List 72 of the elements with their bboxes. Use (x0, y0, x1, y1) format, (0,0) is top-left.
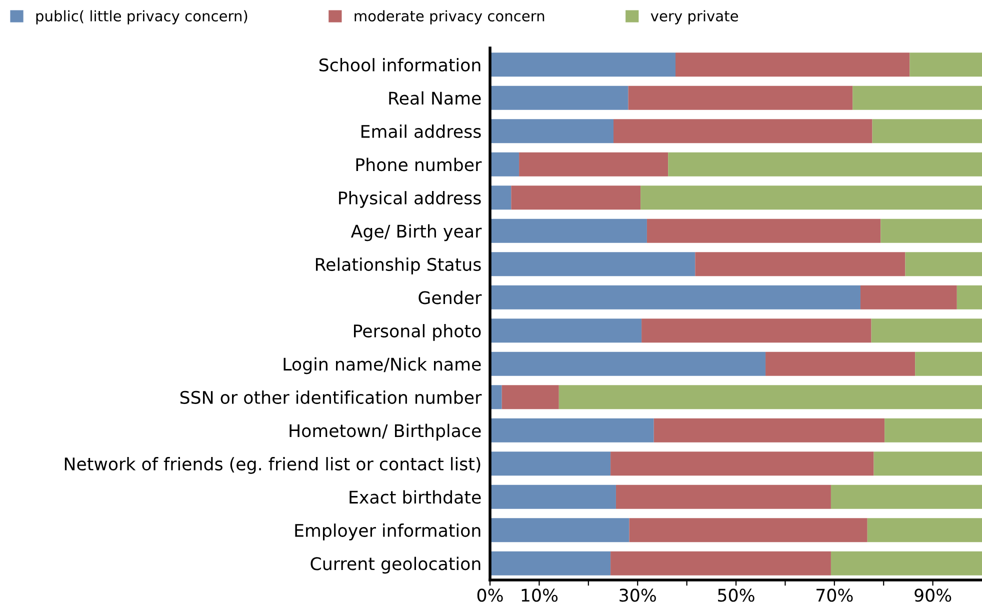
legend-label: very private (650, 10, 738, 24)
bar (668, 152, 982, 176)
y-tick-label: Age/ Birth year (350, 224, 482, 242)
y-tick-label: Personal photo (354, 324, 481, 341)
y-tick-label: Email address (362, 124, 481, 138)
bar (695, 252, 906, 276)
bar (490, 152, 520, 176)
bar (490, 186, 512, 210)
x-tick-label: 10% (522, 588, 558, 602)
bar (880, 218, 982, 243)
bar (490, 452, 611, 476)
bar (490, 86, 628, 110)
bar (640, 186, 982, 210)
y-tick-label: Network of friends (eg. friend list or contact list) (64, 457, 480, 474)
bar (490, 52, 676, 77)
bar (915, 352, 982, 376)
legend-label: public( little privacy concern) (36, 10, 248, 24)
bar (871, 318, 982, 343)
x-tick-label: 70% (816, 588, 853, 602)
bar (502, 385, 559, 410)
bar (905, 252, 982, 276)
bar (519, 152, 668, 176)
y-tick-label: SSN or other identification number (180, 390, 482, 404)
y-tick-label: Gender (418, 290, 482, 304)
bar (646, 218, 881, 243)
bar (511, 186, 641, 210)
x-tick-label: 90% (914, 588, 952, 602)
bar (884, 418, 982, 442)
y-tick-label: Relationship Status (316, 258, 481, 274)
bar (852, 86, 982, 110)
bar (642, 318, 872, 343)
y-tick-label: Current geolocation (310, 556, 480, 574)
y-tick-label: Real Name (389, 91, 481, 105)
y-tick-label: School information (319, 58, 480, 72)
bar (490, 218, 647, 243)
bar (675, 52, 910, 77)
bar (874, 452, 982, 476)
bar (490, 352, 766, 376)
bar (628, 86, 853, 110)
x-tick-label: 30% (620, 588, 656, 602)
bar (614, 119, 872, 144)
bar (490, 551, 611, 576)
bar (490, 119, 614, 144)
bar (956, 285, 982, 310)
bar (830, 551, 982, 576)
y-tick-label: Login name/Nick name (284, 357, 481, 374)
bar (860, 285, 957, 310)
bar (610, 452, 874, 476)
bar (910, 52, 982, 77)
bar (766, 352, 916, 376)
y-tick-label: Employer information (295, 524, 480, 540)
x-tick-label: 0% (477, 588, 503, 602)
y-tick-label: Exact birthdate (350, 490, 481, 504)
y-tick-label: Physical address (339, 191, 481, 208)
x-tick-label: 50% (718, 588, 754, 602)
bar (558, 385, 982, 410)
y-tick-label: Hometown/ Birthplace (290, 424, 481, 441)
bar (490, 252, 696, 276)
bar (872, 119, 982, 144)
legend-label: moderate privacy concern (354, 10, 544, 24)
bar (616, 484, 831, 509)
bar (490, 418, 654, 442)
bar (610, 551, 831, 576)
bar (490, 318, 642, 343)
bar (490, 285, 860, 310)
bar (629, 518, 868, 542)
bar (654, 418, 885, 442)
y-tick-label: Phone number (356, 158, 482, 172)
bar (490, 518, 630, 542)
bar (490, 484, 616, 509)
bar (830, 484, 982, 509)
bar (867, 518, 982, 542)
